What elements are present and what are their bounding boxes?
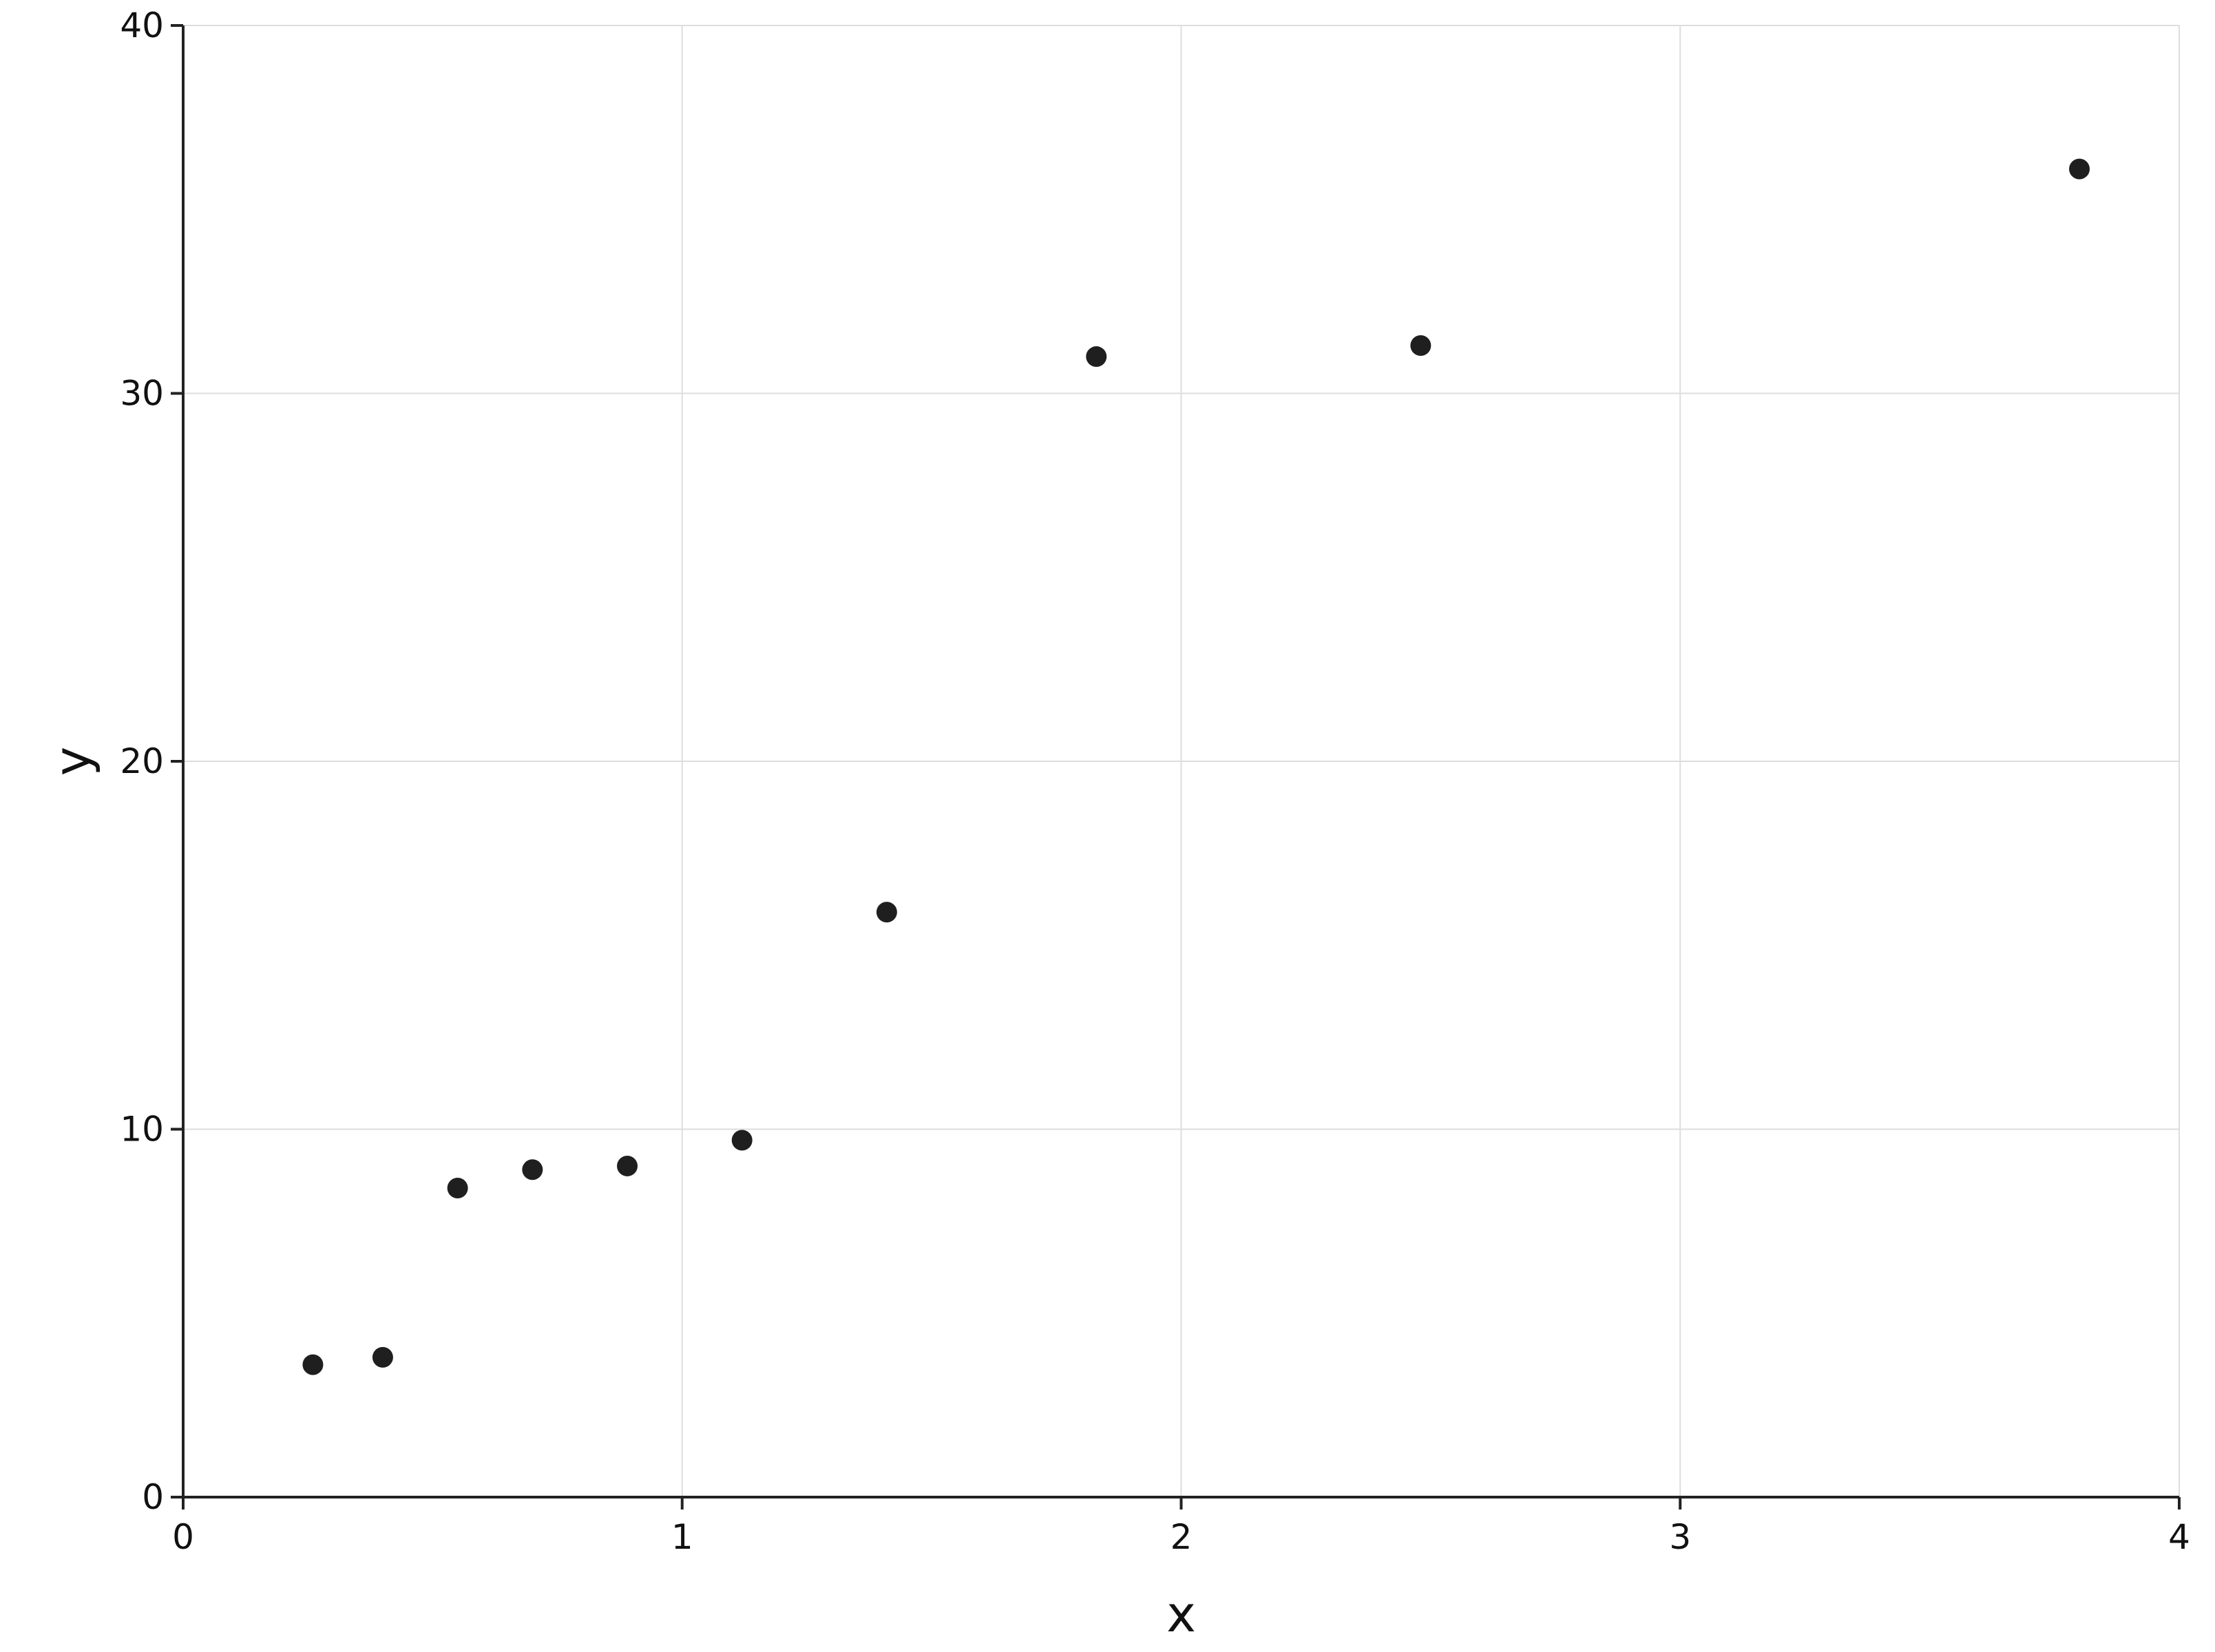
data-point [522,1159,543,1180]
y-tick-label: 30 [120,374,164,414]
y-tick-label: 40 [120,6,164,45]
data-point [447,1178,468,1199]
y-tick-label: 10 [120,1110,164,1150]
x-tick-label: 4 [2168,1517,2190,1557]
data-point [1410,335,1431,357]
data-point [617,1155,638,1176]
data-point [372,1346,393,1368]
tick-marks [171,24,2181,1510]
x-tick-label: 2 [1171,1517,1193,1557]
data-points [302,158,2090,1375]
data-point [302,1354,324,1375]
x-tick-label: 3 [1669,1517,1691,1557]
x-axis-title: x [1166,1585,1196,1643]
grid-lines [183,25,2180,1497]
y-tick-label: 0 [142,1477,164,1517]
x-tick-label: 1 [671,1517,693,1557]
data-point [1086,346,1107,368]
x-tick-label: 0 [172,1517,194,1557]
data-point [876,902,897,923]
data-point [2069,158,2090,180]
data-point [731,1130,753,1151]
y-tick-label: 20 [120,741,164,781]
y-axis-title: y [43,747,101,776]
